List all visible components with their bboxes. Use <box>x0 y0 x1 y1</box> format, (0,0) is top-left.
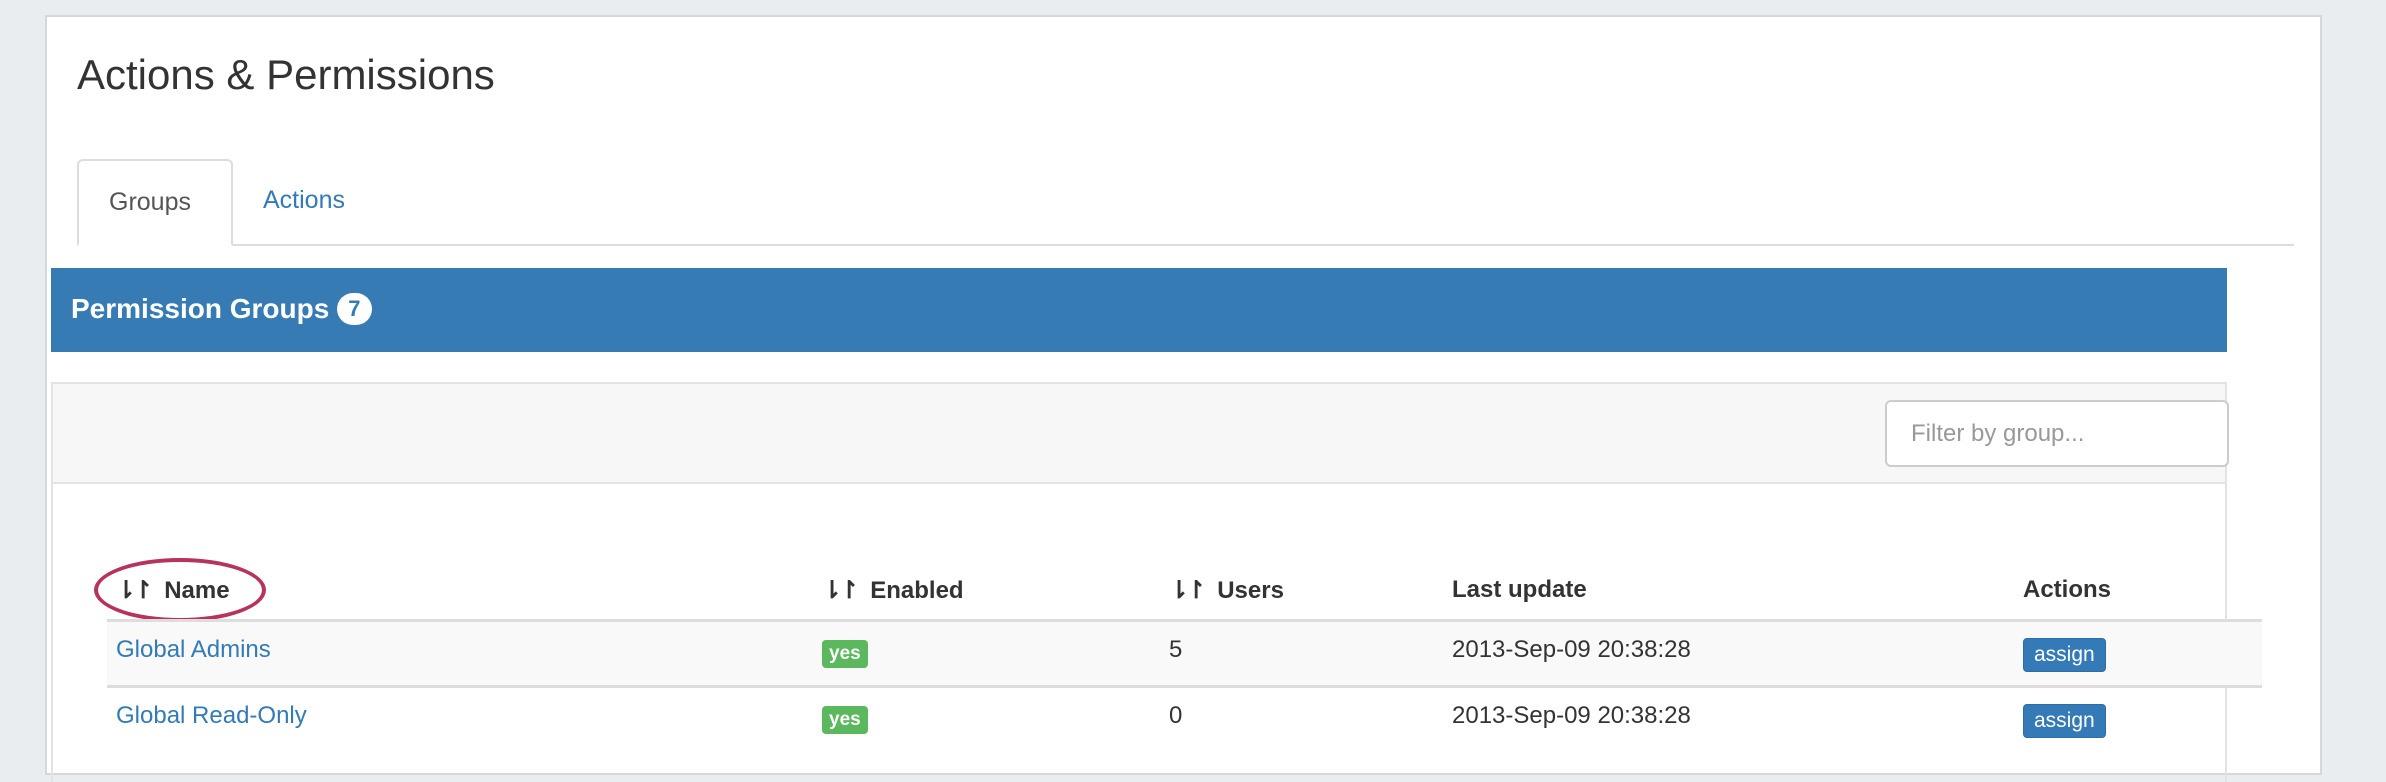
users-count: 0 <box>1169 702 1183 729</box>
sort-icon: ⇂↾ <box>822 577 859 604</box>
tab-groups[interactable]: Groups <box>77 159 233 246</box>
column-label: Users <box>1217 577 1284 604</box>
users-count: 5 <box>1169 636 1183 663</box>
column-header-users[interactable]: ⇂↾ Users <box>1169 576 1284 605</box>
table-row: Global Admins yes 5 2013-Sep-09 20:38:28… <box>107 619 2262 685</box>
filter-bar <box>51 382 2229 484</box>
last-update: 2013-Sep-09 20:38:28 <box>1452 636 1691 663</box>
column-header-enabled[interactable]: ⇂↾ Enabled <box>822 576 964 605</box>
page-title: Actions & Permissions <box>77 51 495 98</box>
tab-actions[interactable]: Actions <box>263 186 345 214</box>
permission-groups-header: Permission Groups 7 <box>51 268 2227 352</box>
enabled-badge: yes <box>822 640 868 668</box>
last-update: 2013-Sep-09 20:38:28 <box>1452 702 1691 729</box>
column-header-actions: Actions <box>2023 576 2112 603</box>
tab-bar: Groups Actions <box>77 159 2294 246</box>
filter-input[interactable] <box>1885 400 2229 467</box>
group-name-link[interactable]: Global Admins <box>116 636 271 663</box>
count-badge: 7 <box>337 293 372 325</box>
enabled-badge: yes <box>822 706 868 734</box>
table-row: Global Read-Only yes 0 2013-Sep-09 20:38… <box>107 685 2262 751</box>
column-label: Enabled <box>870 577 964 604</box>
sort-icon: ⇂↾ <box>1169 577 1206 604</box>
highlight-ellipse <box>94 558 266 622</box>
column-header-last-update: Last update <box>1452 576 1587 603</box>
group-name-link[interactable]: Global Read-Only <box>116 702 307 729</box>
assign-button[interactable]: assign <box>2023 704 2106 738</box>
panel-title: Permission Groups <box>71 293 330 324</box>
assign-button[interactable]: assign <box>2023 638 2106 672</box>
